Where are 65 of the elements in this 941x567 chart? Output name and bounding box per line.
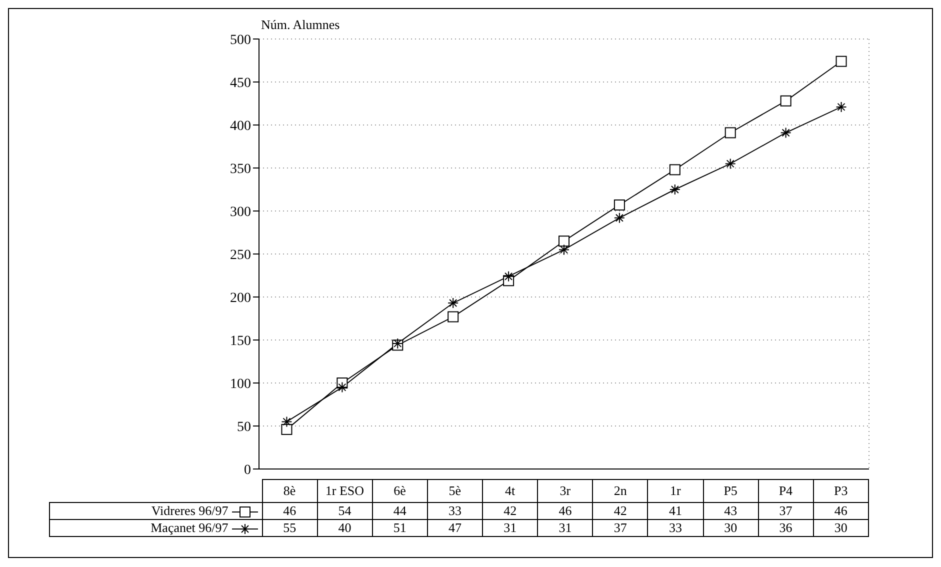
point: [558, 244, 570, 256]
point: [503, 270, 514, 282]
point: [448, 298, 459, 309]
x-tick-label: 1r ESO: [317, 480, 372, 502]
x-tick-label: 5è: [427, 480, 482, 502]
text: 33: [648, 520, 703, 536]
text: 36: [758, 520, 814, 536]
text: 33: [427, 502, 482, 520]
text: 44: [372, 502, 428, 520]
x-tick-label: 1r: [648, 480, 703, 502]
x-tick-label: 6è: [372, 480, 428, 502]
y-tick-label: 100: [230, 376, 251, 392]
point: [281, 416, 292, 428]
point: [836, 56, 847, 67]
y-tick-label: 0: [244, 462, 251, 478]
y-tick-label: 50: [237, 420, 251, 435]
x-tick-label: P4: [758, 480, 814, 502]
y-tick-label: 350: [230, 162, 251, 177]
y-tick-label: 250: [230, 248, 251, 263]
point: [558, 236, 570, 247]
text: 30: [703, 520, 758, 536]
point: [669, 164, 680, 176]
x-tick-label: P3: [813, 480, 868, 502]
text: 54: [317, 502, 372, 520]
text: 41: [648, 502, 703, 520]
text: 46: [262, 502, 318, 520]
text: 51: [372, 520, 428, 536]
x-tick-label: 4t: [482, 480, 538, 502]
text: 31: [538, 520, 593, 536]
text: 55: [262, 520, 318, 536]
x-tick-label: 8è: [262, 480, 318, 502]
text: 40: [317, 520, 372, 536]
point: [669, 184, 680, 195]
point: [724, 127, 736, 138]
y-tick-label: 200: [230, 290, 251, 306]
y-tick-label: 150: [230, 334, 251, 349]
text: 46: [538, 502, 593, 520]
point: [724, 158, 736, 170]
point: [336, 382, 348, 393]
y-tick-label: 450: [230, 76, 251, 91]
text: 46: [813, 502, 868, 520]
text: 31: [482, 520, 538, 536]
point: [614, 212, 625, 224]
point: [281, 424, 292, 435]
legend-label: Maçanet 96/97: [150, 520, 230, 535]
point: [836, 101, 847, 112]
y-tick-label: 400: [230, 118, 251, 134]
legend-label: Vidreres 96/97: [151, 503, 230, 518]
x-tick-label: 2n: [592, 480, 648, 502]
point: [448, 311, 459, 322]
x-tick-label: P5: [703, 480, 758, 502]
text: 30: [813, 520, 868, 536]
point: [614, 199, 625, 210]
text: 47: [427, 520, 482, 536]
x-tick-label: 3r: [538, 480, 593, 502]
point: [780, 127, 792, 138]
y-tick-label: 300: [230, 204, 251, 220]
text: 37: [592, 520, 648, 536]
text: 37: [758, 502, 814, 520]
text: 42: [482, 502, 538, 520]
y-tick-label: 500: [230, 32, 251, 48]
text: 42: [592, 502, 648, 520]
text: 43: [703, 502, 758, 520]
y-axis-title: Núm. Alumnes: [261, 17, 340, 33]
point: [780, 95, 792, 106]
